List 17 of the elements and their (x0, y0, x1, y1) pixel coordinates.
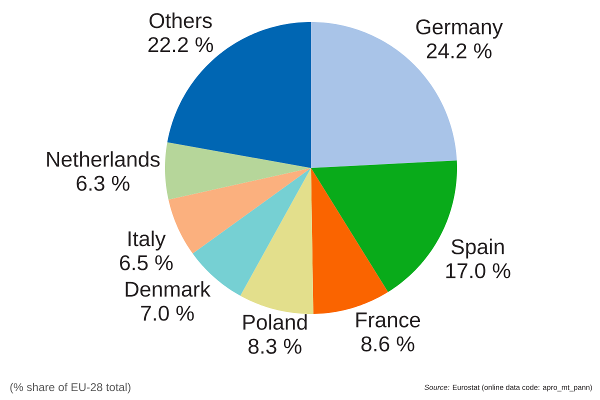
text: (% share of EU-28 total) (10, 382, 130, 394)
data-label: 6.3 % (76, 176, 130, 191)
slice-label: Denmark (126, 281, 211, 297)
slice-label: Germany (416, 19, 503, 39)
data-label: 8.3 % (248, 338, 302, 354)
slice-label: France (356, 312, 420, 328)
slice-label: Spain (452, 238, 504, 259)
data-label: 24.2 % (426, 43, 492, 58)
slice-label: Poland (243, 314, 307, 330)
slice-label: Others (150, 12, 212, 28)
data-label: 6.5 % (120, 255, 173, 270)
data-label: 17.0 % (446, 263, 510, 278)
data-label: 8.6 % (361, 336, 414, 352)
data-label: 22.2 % (148, 37, 214, 52)
data-label: 7.0 % (141, 306, 194, 321)
slice-label: Netherlands (47, 151, 160, 167)
slice-label: Italy (128, 230, 166, 251)
